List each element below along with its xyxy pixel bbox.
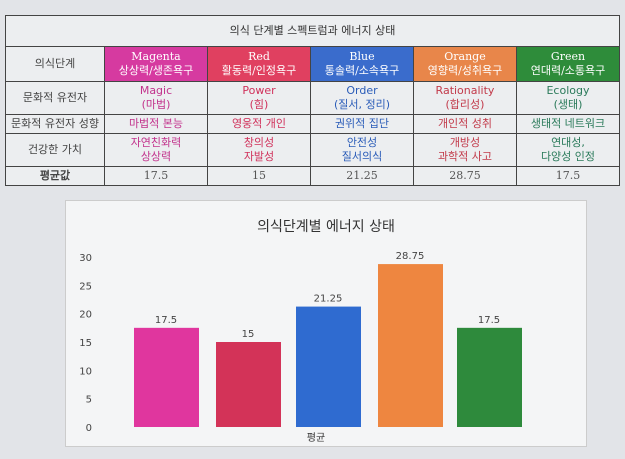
data-label: 17.5 — [478, 315, 500, 326]
header-cell: Red 활동력/인정욕구 — [207, 46, 311, 82]
avg-cell: 17.5 — [104, 166, 208, 186]
data-label: 17.5 — [155, 315, 177, 326]
y-tick-label: 5 — [86, 395, 92, 406]
bar-green — [457, 327, 522, 427]
data-label: 15 — [242, 329, 255, 340]
value2: 자발성 — [243, 150, 275, 163]
gene-cell: Power (힘) — [207, 81, 311, 115]
gene-kr: (힘) — [249, 98, 269, 111]
color-name: Blue — [349, 50, 375, 63]
value-cell: 안전성 질서의식 — [310, 133, 414, 167]
value-cell: 개방성 과학적 사고 — [413, 133, 517, 167]
data-label: 28.75 — [396, 251, 425, 262]
bar-red — [216, 342, 281, 427]
subtitle: 상상력/생존욕구 — [118, 64, 194, 77]
bar-blue — [296, 306, 361, 427]
data-label: 21.25 — [314, 294, 343, 305]
chart-title: 의식단계별 에너지 상태 — [257, 219, 395, 235]
value-cell: 창의성 자발성 — [207, 133, 311, 167]
gene-kr: (생태) — [553, 98, 583, 111]
gene-kr: (합리성) — [445, 98, 485, 111]
table-title: 의식 단계별 스펙트럼과 에너지 상태 — [5, 15, 620, 47]
y-tick-label: 30 — [79, 253, 92, 264]
tendency-cell: 개인적 성취 — [413, 114, 517, 134]
header-cell: Green 연대력/소통욕구 — [516, 46, 620, 82]
bar-orange — [378, 264, 443, 427]
tendency-cell: 권위적 집단 — [310, 114, 414, 134]
gene: Ecology — [546, 84, 590, 97]
energy-chart: 의식단계별 에너지 상태 0 5 10 15 20 25 30 17.5 15 21.25 28.75… — [65, 200, 587, 447]
avg-cell: 21.25 — [310, 166, 414, 186]
spectrum-table: 의식 단계별 스펙트럼과 에너지 상태 의식단계 Magenta 상상력/생존욕구 R… — [5, 15, 620, 186]
avg-cell: 17.5 — [516, 166, 620, 186]
gene: Rationality — [435, 84, 495, 97]
subtitle: 활동력/인정욕구 — [221, 64, 297, 77]
subtitle: 통솔력/소속욕구 — [324, 64, 400, 77]
tendency: 영웅적 개인 — [231, 117, 287, 130]
avg-cell: 15 — [207, 166, 311, 186]
tendency: 권위적 집단 — [334, 117, 390, 130]
header-cell: Orange 영향력/성취욕구 — [413, 46, 517, 82]
tendency-cell: 생태적 네트워크 — [516, 114, 620, 134]
value1: 창의성 — [243, 136, 275, 149]
gene-kr: (질서, 정리) — [333, 98, 391, 111]
value-cell: 자연친화력 상상력 — [104, 133, 208, 167]
avg: 28.75 — [449, 169, 481, 182]
avg: 15 — [252, 169, 266, 182]
gene-cell: Order (질서, 정리) — [310, 81, 414, 115]
value1: 자연친화력 — [130, 136, 182, 149]
value2: 상상력 — [140, 150, 172, 163]
gene-cell: Ecology (생태) — [516, 81, 620, 115]
y-tick-label: 20 — [79, 310, 92, 321]
tendency: 생태적 네트워크 — [530, 117, 606, 130]
value2: 다양성 인정 — [540, 150, 596, 163]
row-label: 문화적 유전자 성향 — [5, 114, 105, 134]
color-name: Green — [550, 50, 586, 63]
avg-cell: 28.75 — [413, 166, 517, 186]
tendency: 마법적 본능 — [128, 117, 184, 130]
gene: Magic — [139, 84, 173, 97]
gene: Order — [346, 84, 378, 97]
subtitle: 연대력/소통욕구 — [530, 64, 606, 77]
y-tick-label: 0 — [86, 423, 92, 434]
value1: 연대성, — [551, 136, 585, 149]
gene: Power — [242, 84, 276, 97]
x-axis-label: 평균 — [307, 432, 325, 444]
y-tick-label: 25 — [79, 281, 92, 292]
avg: 21.25 — [346, 169, 378, 182]
gene-cell: Magic (마법) — [104, 81, 208, 115]
header-cell: Blue 통솔력/소속욕구 — [310, 46, 414, 82]
header-cell: Magenta 상상력/생존욕구 — [104, 46, 208, 82]
value-cell: 연대성, 다양성 인정 — [516, 133, 620, 167]
row-label: 건강한 가치 — [5, 133, 105, 167]
avg: 17.5 — [143, 169, 169, 182]
tendency-cell: 마법적 본능 — [104, 114, 208, 134]
y-tick-label: 15 — [79, 338, 92, 349]
value2: 질서의식 — [341, 150, 383, 163]
row-label: 의식단계 — [5, 46, 105, 82]
color-name: Red — [248, 50, 270, 63]
color-name: Orange — [444, 50, 486, 63]
row-label: 문화적 유전자 — [5, 81, 105, 115]
row-label: 평균값 — [5, 166, 105, 186]
color-name: Magenta — [131, 50, 181, 63]
gene-kr: (마법) — [141, 98, 171, 111]
value1: 개방성 — [449, 136, 481, 149]
value2: 과학적 사고 — [437, 150, 493, 163]
value1: 안전성 — [346, 136, 378, 149]
gene-cell: Rationality (합리성) — [413, 81, 517, 115]
tendency: 개인적 성취 — [437, 117, 493, 130]
bar-magenta — [134, 327, 199, 427]
tendency-cell: 영웅적 개인 — [207, 114, 311, 134]
avg: 17.5 — [555, 169, 581, 182]
y-tick-label: 10 — [79, 366, 92, 377]
subtitle: 영향력/성취욕구 — [427, 64, 503, 77]
